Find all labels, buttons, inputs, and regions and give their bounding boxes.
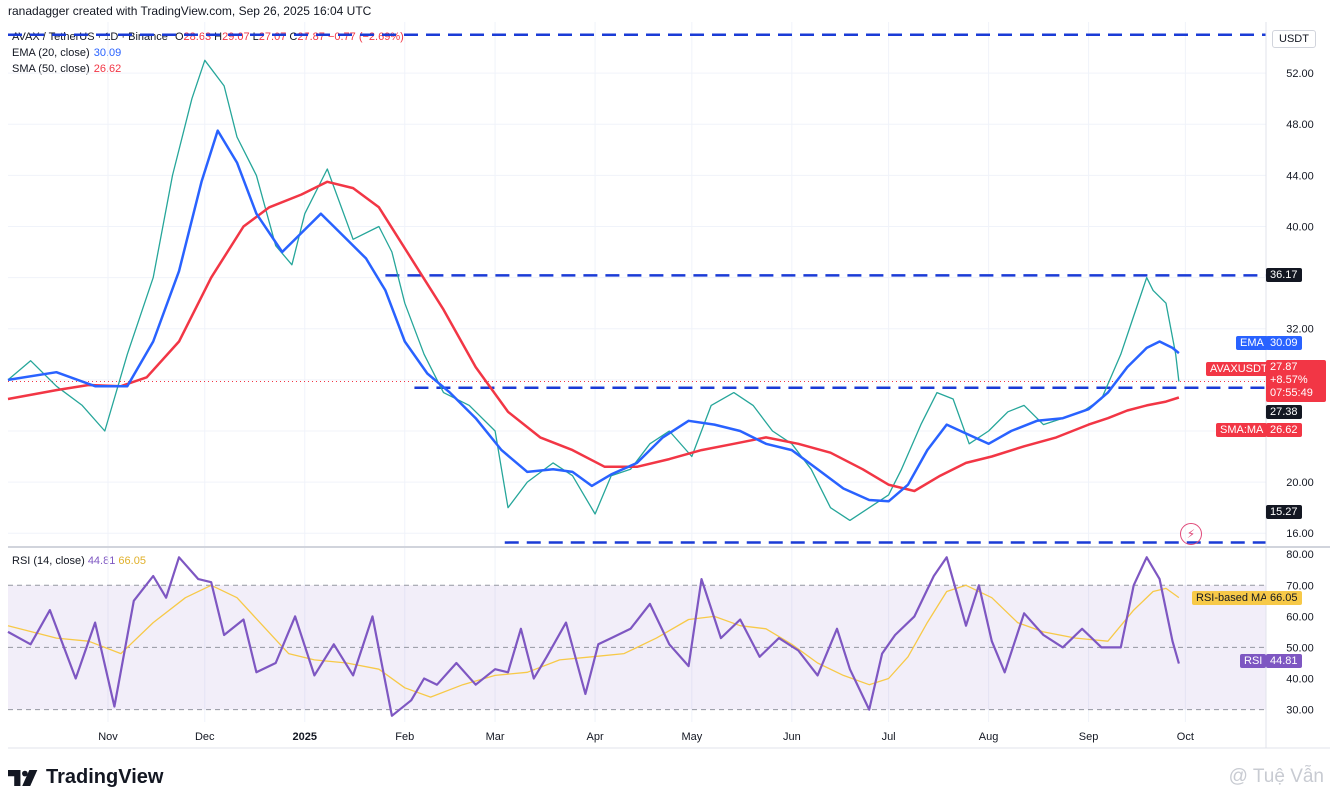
rsi-value-tag: 44.81 <box>1266 654 1302 668</box>
tradingview-logo-icon <box>8 769 38 786</box>
rsi-ma-series-line <box>7 584 1180 698</box>
sma-value-tag: 26.62 <box>1266 423 1302 437</box>
rsi-ma-value-tag: 66.05 <box>1266 591 1302 605</box>
rsi-legend-label: RSI (14, close) <box>12 555 85 567</box>
sma-legend[interactable]: SMA (50, close) 26.62 <box>12 63 121 75</box>
time-tick-label: Jul <box>882 731 896 743</box>
time-tick-label: Apr <box>587 731 604 743</box>
time-tick-label: Sep <box>1079 731 1099 743</box>
price-tick-label: 16.00 <box>1286 528 1314 540</box>
symbol-price: 27.87 <box>1270 361 1298 373</box>
rsi-tick-label: 50.00 <box>1286 642 1314 654</box>
level-36-tag: 36.17 <box>1266 268 1302 282</box>
rsi-tick-label: 80.00 <box>1286 549 1314 561</box>
currency-button[interactable]: USDT <box>1272 30 1316 48</box>
grid-lines <box>8 22 1266 722</box>
lightning-icon[interactable]: ⚡ <box>1180 523 1202 545</box>
ema-legend-label: EMA (20, close) <box>12 47 90 59</box>
ema-legend-value: 30.09 <box>93 47 122 59</box>
high-label: H <box>214 31 223 43</box>
ema-value-tag: 30.09 <box>1266 336 1302 350</box>
chart-credit: ranadagger created with TradingView.com,… <box>8 4 372 18</box>
sma-name-tag: SMA:MA <box>1216 423 1268 437</box>
time-tick-label: Nov <box>98 731 118 743</box>
rsi-ma-name-tag: RSI-based MA <box>1192 591 1272 605</box>
level-15-tag: 15.27 <box>1266 505 1302 519</box>
symbol-price-tag: 27.87 +8.57% 07:55:49 <box>1266 360 1326 402</box>
symbol-change: +8.57% <box>1270 374 1308 386</box>
rsi-legend-ma-value: 66.05 <box>118 555 146 567</box>
bar-countdown: 07:55:49 <box>1270 387 1313 399</box>
price-tick-label: 40.00 <box>1286 221 1314 233</box>
indicator-lines <box>7 59 1180 717</box>
tradingview-logo[interactable]: TradingView <box>8 766 163 789</box>
symbol-name-tag: AVAXUSDT <box>1206 362 1272 376</box>
watermark: @ Tuệ Vẫn <box>1228 766 1324 787</box>
rsi-tick-label: 30.00 <box>1286 705 1314 717</box>
sma-legend-label: SMA (50, close) <box>12 63 90 75</box>
support-resistance-levels <box>8 33 1266 544</box>
rsi-tick-label: 70.00 <box>1286 580 1314 592</box>
tradingview-logo-text: TradingView <box>46 766 164 788</box>
sma-legend-value: 26.62 <box>93 63 122 75</box>
low-label: L <box>252 31 259 43</box>
time-tick-label: Dec <box>195 731 215 743</box>
time-tick-label: Aug <box>979 731 999 743</box>
ema-legend[interactable]: EMA (20, close) 30.09 <box>12 47 121 59</box>
axis-ticks: 16.00 20.00 32.00 40.00 44.00 48.00 52.00 30.00… <box>98 68 1314 743</box>
level-27-tag: 27.38 <box>1266 405 1302 419</box>
price-tick-label: 20.00 <box>1286 477 1314 489</box>
price-tick-label: 48.00 <box>1286 119 1314 131</box>
price-tick-label: 44.00 <box>1286 170 1314 182</box>
ema-name-tag: EMA <box>1236 336 1268 350</box>
time-tick-label: May <box>681 731 702 743</box>
rsi-series-line <box>7 556 1180 717</box>
rsi-tick-label: 40.00 <box>1286 674 1314 686</box>
time-tick-label: 2025 <box>293 731 317 743</box>
sma-series-line <box>7 180 1180 493</box>
time-tick-label: Jun <box>783 731 801 743</box>
ema-series-line <box>7 129 1180 503</box>
close-label: C <box>289 31 298 43</box>
time-tick-label: Oct <box>1177 731 1194 743</box>
rsi-name-tag: RSI <box>1240 654 1267 668</box>
open-label: O <box>174 31 184 43</box>
time-tick-label: Feb <box>395 731 414 743</box>
price-tick-label: 52.00 <box>1286 68 1314 80</box>
rsi-tick-label: 60.00 <box>1286 611 1314 623</box>
price-series-line <box>7 59 1180 522</box>
time-tick-label: Mar <box>486 731 505 743</box>
price-tick-label: 32.00 <box>1286 324 1314 336</box>
